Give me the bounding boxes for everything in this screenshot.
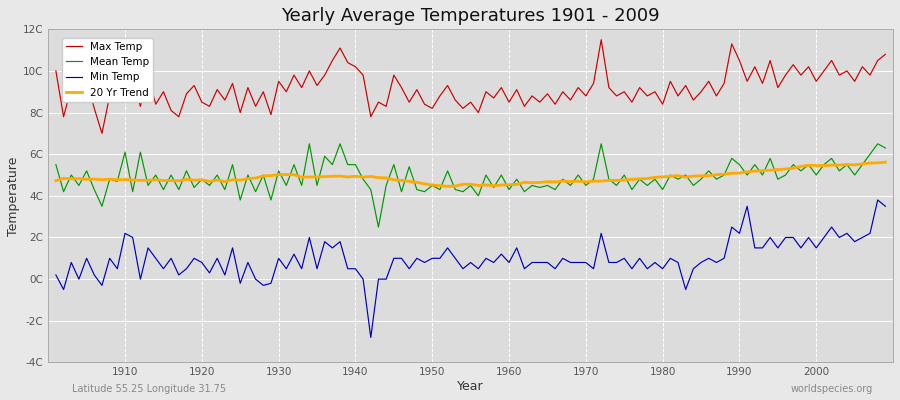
Text: worldspecies.org: worldspecies.org (791, 384, 873, 394)
Mean Temp (112, 179, 122, 184)
20 Yr Trend (112, 177, 122, 182)
Line: Max Temp: Max Temp (56, 40, 886, 133)
Min Temp (327, 246, 338, 250)
Min Temp (504, 260, 515, 265)
20 Yr Trend (281, 172, 292, 177)
Mean Temp (511, 177, 522, 182)
Max Temp (50, 68, 61, 73)
20 Yr Trend (504, 182, 515, 187)
Min Temp (50, 272, 61, 277)
20 Yr Trend (50, 178, 61, 183)
X-axis label: Year: Year (457, 380, 484, 393)
Mean Temp (611, 183, 622, 188)
Mean Temp (374, 225, 384, 230)
20 Yr Trend (604, 178, 615, 183)
Min Temp (604, 260, 615, 265)
Max Temp (611, 94, 622, 98)
Min Temp (511, 246, 522, 250)
Mean Temp (281, 183, 292, 188)
Min Temp (281, 266, 292, 271)
Min Temp (872, 198, 883, 202)
Max Temp (335, 46, 346, 50)
Min Temp (365, 335, 376, 340)
Mean Temp (50, 162, 61, 167)
Title: Yearly Average Temperatures 1901 - 2009: Yearly Average Temperatures 1901 - 2009 (282, 7, 660, 25)
Line: Mean Temp: Mean Temp (56, 144, 886, 227)
Line: Min Temp: Min Temp (56, 200, 886, 338)
Mean Temp (519, 189, 530, 194)
20 Yr Trend (442, 184, 453, 189)
Max Temp (596, 37, 607, 42)
20 Yr Trend (511, 182, 522, 187)
Y-axis label: Temperature: Temperature (7, 156, 20, 236)
Max Temp (120, 100, 130, 104)
Max Temp (504, 100, 515, 104)
Text: Latitude 55.25 Longitude 31.75: Latitude 55.25 Longitude 31.75 (72, 384, 226, 394)
Mean Temp (304, 141, 315, 146)
Line: 20 Yr Trend: 20 Yr Trend (56, 162, 886, 186)
Mean Temp (335, 141, 346, 146)
20 Yr Trend (880, 160, 891, 164)
Mean Temp (880, 146, 891, 150)
Min Temp (112, 266, 122, 271)
Legend: Max Temp, Mean Temp, Min Temp, 20 Yr Trend: Max Temp, Mean Temp, Min Temp, 20 Yr Tre… (62, 38, 153, 102)
20 Yr Trend (327, 174, 338, 179)
Max Temp (289, 73, 300, 78)
Max Temp (511, 87, 522, 92)
Max Temp (96, 131, 107, 136)
Min Temp (880, 204, 891, 209)
Max Temp (880, 52, 891, 57)
